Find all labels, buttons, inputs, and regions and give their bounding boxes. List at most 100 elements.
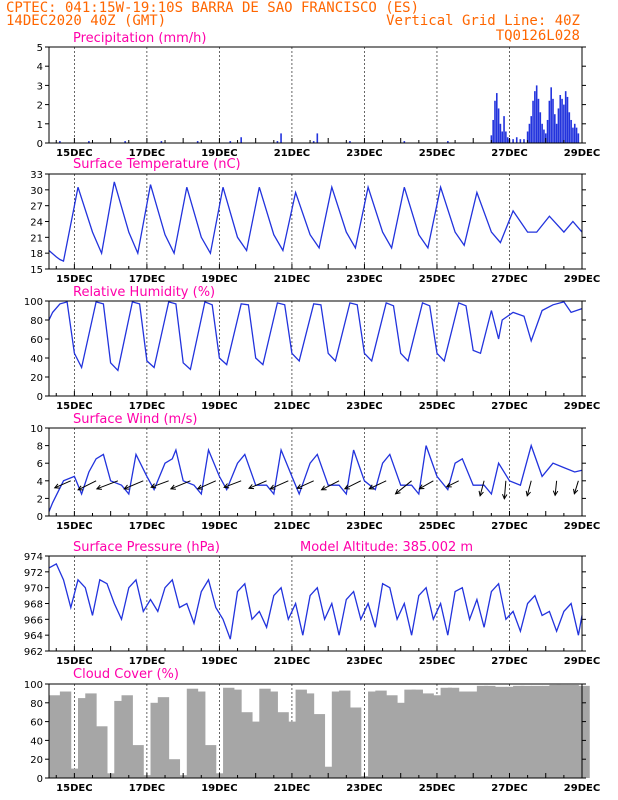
y-tick-label: 24 bbox=[30, 218, 43, 229]
cloud-bar bbox=[303, 693, 314, 778]
precip-bar bbox=[523, 139, 525, 143]
y-tick-label: 974 bbox=[24, 552, 43, 563]
x-tick-label: 17DEC bbox=[129, 656, 165, 667]
precip-bar bbox=[559, 95, 561, 143]
panel-5: 962 964 966 968 970 972 974 15DEC 17DEC 19DEC 21DE… bbox=[24, 540, 600, 667]
cloud-bar bbox=[230, 690, 241, 778]
header-grid-note: Vertical Grid Line: 40Z bbox=[386, 13, 580, 29]
y-tick-label: 0 bbox=[37, 774, 43, 785]
precip-bar bbox=[494, 101, 496, 143]
cloud-bar bbox=[122, 695, 133, 778]
cloud-bar bbox=[339, 691, 350, 778]
precip-bar bbox=[317, 133, 319, 143]
y-tick-label: 4 bbox=[37, 62, 43, 73]
panel-2: 15 18 21 24 27 30 33 15DEC 17DEC 19DEC 21DEC 23DEC 2… bbox=[30, 157, 600, 285]
x-tick-label: 17DEC bbox=[129, 783, 165, 794]
y-tick-label: 27 bbox=[30, 202, 43, 213]
y-tick-label: 1 bbox=[37, 120, 43, 131]
y-tick-label: 80 bbox=[30, 316, 43, 327]
y-tick-label: 972 bbox=[24, 568, 43, 579]
cloud-bar bbox=[350, 708, 361, 779]
cloud-bar bbox=[267, 692, 278, 778]
cloud-bar bbox=[277, 712, 288, 778]
cloud-bar bbox=[132, 745, 143, 778]
precip-bar bbox=[505, 131, 507, 143]
cloud-bar bbox=[484, 686, 495, 778]
x-tick-label: 19DEC bbox=[201, 656, 237, 667]
y-tick-label: 0 bbox=[37, 392, 43, 403]
precip-bar bbox=[574, 124, 576, 143]
precip-bar bbox=[543, 130, 545, 143]
precip-bar bbox=[516, 137, 518, 143]
precip-bar bbox=[530, 116, 532, 143]
y-tick-label: 962 bbox=[24, 647, 43, 658]
precip-bar bbox=[503, 116, 505, 143]
x-tick-label: 21DEC bbox=[274, 656, 310, 667]
cloud-bar bbox=[205, 745, 216, 778]
x-tick-label: 27DEC bbox=[491, 521, 527, 532]
precip-bar bbox=[500, 124, 502, 143]
cloud-bar bbox=[49, 695, 60, 778]
y-tick-label: 100 bbox=[24, 680, 43, 691]
cloud-bar bbox=[60, 692, 71, 778]
precip-bar bbox=[572, 128, 574, 143]
cloud-bar bbox=[386, 695, 397, 778]
x-tick-label: 25DEC bbox=[419, 274, 455, 285]
y-tick-label: 30 bbox=[30, 186, 43, 197]
cloud-bar bbox=[375, 691, 386, 778]
x-tick-label: 19DEC bbox=[201, 274, 237, 285]
x-tick-label: 25DEC bbox=[419, 401, 455, 412]
x-tick-label: 17DEC bbox=[129, 274, 165, 285]
precip-bar bbox=[561, 99, 563, 143]
panel-title: Relative Humidity (%) bbox=[73, 285, 215, 300]
panel-3: 0 20 40 60 80 100 15DEC 17DEC 19DEC 21DEC 23DEC 25D… bbox=[24, 285, 600, 412]
panel-subtitle: Model Altitude: 385.002 m bbox=[300, 540, 473, 555]
cloud-bar bbox=[459, 692, 470, 778]
y-tick-label: 5 bbox=[37, 43, 43, 54]
panel-4: 024681015DEC 17DEC 19DEC 21DEC 23DEC 25DEC 27D… bbox=[30, 412, 600, 532]
precip-bar bbox=[240, 137, 242, 143]
x-tick-label: 15DEC bbox=[56, 521, 92, 532]
y-tick-label: 60 bbox=[30, 718, 43, 729]
panel-frame bbox=[49, 174, 582, 269]
y-tick-label: 20 bbox=[30, 755, 43, 766]
y-tick-label: 10 bbox=[30, 424, 43, 435]
precip-bar bbox=[547, 120, 549, 143]
header-date: 14DEC2020 40Z (GMT) bbox=[6, 13, 166, 29]
series-line bbox=[49, 182, 582, 261]
precip-bar bbox=[567, 97, 569, 143]
precip-bar bbox=[507, 137, 509, 143]
y-tick-label: 6 bbox=[37, 459, 43, 470]
y-tick-label: 0 bbox=[37, 512, 43, 523]
panel-1: 01234515DEC 17DEC 19DEC 21DEC 23DEC 25DEC 27DE… bbox=[37, 31, 601, 159]
panels-group: 0 1 2 3 4 5 15DEC 17DEC 19DEC 21DEC 23DEC 25DEC 27DE… bbox=[24, 31, 600, 794]
x-tick-label: 29DEC bbox=[564, 783, 600, 794]
cloud-bar bbox=[448, 688, 459, 778]
precip-bar bbox=[492, 120, 494, 143]
x-tick-label: 21DEC bbox=[274, 783, 310, 794]
y-tick-label: 21 bbox=[30, 233, 43, 244]
precip-bar bbox=[578, 133, 580, 143]
y-tick-label: 966 bbox=[24, 615, 43, 626]
cloud-bar bbox=[169, 759, 180, 778]
precip-bar bbox=[556, 124, 558, 143]
x-tick-label: 25DEC bbox=[419, 148, 455, 159]
x-tick-label: 29DEC bbox=[564, 274, 600, 285]
y-tick-label: 968 bbox=[24, 600, 43, 611]
cloud-bar bbox=[412, 690, 423, 778]
cloud-bar bbox=[531, 686, 542, 778]
y-tick-label: 2 bbox=[37, 494, 43, 505]
panel-title: Cloud Cover (%) bbox=[73, 667, 179, 682]
precip-bar bbox=[552, 99, 554, 143]
precip-bar bbox=[550, 87, 552, 143]
precip-bar bbox=[569, 112, 571, 143]
panel-6: 0 20 40 60 80 100 15DEC 17DEC 19DEC 21DEC 23DEC 25D… bbox=[24, 667, 600, 794]
x-tick-label: 21DEC bbox=[274, 274, 310, 285]
precip-bar bbox=[540, 112, 542, 143]
precip-bar bbox=[541, 124, 543, 143]
panel-frame bbox=[49, 47, 582, 143]
x-tick-label: 23DEC bbox=[346, 783, 382, 794]
precip-bar bbox=[496, 93, 498, 143]
cloud-bar bbox=[85, 693, 96, 778]
y-tick-label: 964 bbox=[24, 631, 43, 642]
